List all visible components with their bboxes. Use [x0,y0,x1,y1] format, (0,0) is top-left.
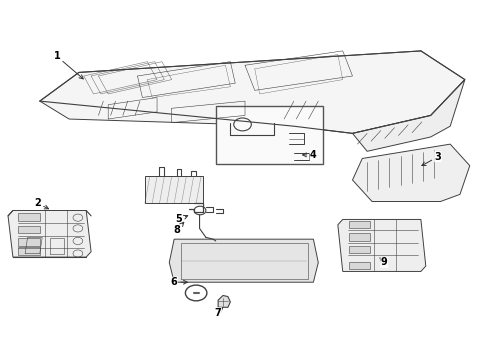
Bar [18,226,40,233]
Text: 8: 8 [173,222,184,235]
Bar [349,262,369,269]
Polygon shape [8,211,91,257]
Polygon shape [169,239,318,282]
Text: 3: 3 [422,152,441,166]
Text: 6: 6 [171,277,187,287]
Text: 2: 2 [34,198,49,209]
Text: 4: 4 [303,150,317,160]
Text: 7: 7 [215,308,222,318]
Bar [349,233,369,240]
Polygon shape [352,144,470,202]
Polygon shape [352,80,465,151]
Bar [349,246,369,253]
Bar [18,238,40,246]
Text: 9: 9 [380,257,388,267]
Bar [18,247,40,255]
Polygon shape [338,220,426,271]
Text: 1: 1 [53,51,83,79]
Polygon shape [218,296,230,307]
Polygon shape [40,51,465,134]
Bar [216,107,323,164]
Text: 5: 5 [175,215,188,224]
Bar [18,213,40,221]
Bar [349,221,369,228]
Polygon shape [145,176,203,203]
